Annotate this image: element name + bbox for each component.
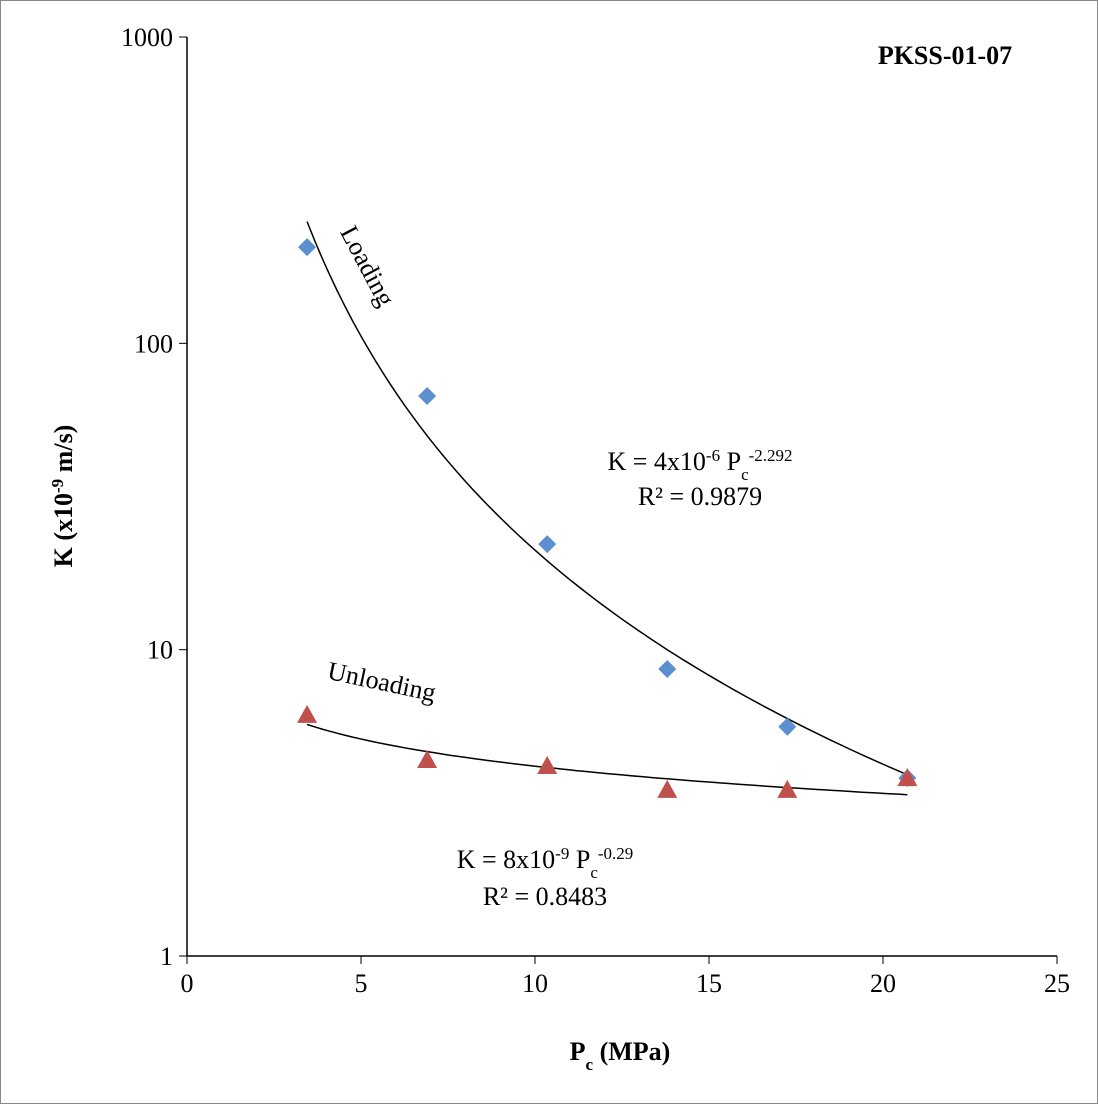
marker: [657, 779, 678, 798]
x-axis-label: Pc (MPa): [570, 1037, 671, 1074]
marker: [418, 387, 437, 406]
r-squared: R² = 0.8483: [483, 882, 607, 911]
chart-title: PKSS-01-07: [878, 41, 1012, 70]
y-axis-label-part: -9: [48, 479, 67, 493]
equation-part: K = 8x10: [457, 845, 555, 874]
equation-part: P: [569, 845, 590, 874]
equation-part: -6: [706, 446, 720, 465]
trendline: [306, 221, 908, 776]
y-axis-label-part: K (x10: [49, 493, 78, 567]
equation-part: c: [741, 465, 749, 484]
y-axis-label: K (x10-9 m/s): [48, 425, 79, 568]
y-tick-label: 1000: [121, 23, 173, 52]
y-tick-label: 10: [147, 636, 173, 665]
equation: K = 8x10-9 Pc-0.29: [457, 844, 634, 882]
trendline: [306, 723, 908, 796]
y-tick-label: 1: [160, 942, 173, 971]
marker: [298, 238, 317, 257]
y-axis-label-part: m/s): [49, 425, 78, 479]
marker: [538, 535, 557, 554]
marker: [658, 659, 677, 678]
x-axis-label-part: P: [570, 1037, 586, 1066]
equation: K = 4x10-6 Pc-2.292: [607, 446, 792, 484]
marker: [417, 750, 438, 769]
x-tick-label: 15: [696, 969, 722, 998]
equation-part: K = 4x10: [607, 447, 705, 476]
marker: [297, 704, 318, 723]
x-axis-label-part: (MPa): [593, 1037, 670, 1066]
marker: [777, 779, 798, 798]
marker: [778, 717, 797, 736]
marker: [537, 755, 558, 774]
equation-part: -2.292: [749, 446, 793, 465]
equation-part: -9: [555, 844, 569, 863]
r-squared: R² = 0.9879: [638, 482, 762, 511]
x-axis-label-part: c: [586, 1055, 594, 1074]
y-tick-label: 100: [134, 329, 173, 358]
x-tick-label: 5: [355, 969, 368, 998]
x-tick-label: 25: [1044, 969, 1070, 998]
x-tick-label: 10: [522, 969, 548, 998]
x-tick-label: 20: [870, 969, 896, 998]
equation-part: -0.29: [598, 844, 633, 863]
marker: [897, 768, 918, 787]
x-tick-label: 0: [181, 969, 194, 998]
equation-part: P: [720, 447, 741, 476]
equation-part: c: [590, 863, 598, 882]
